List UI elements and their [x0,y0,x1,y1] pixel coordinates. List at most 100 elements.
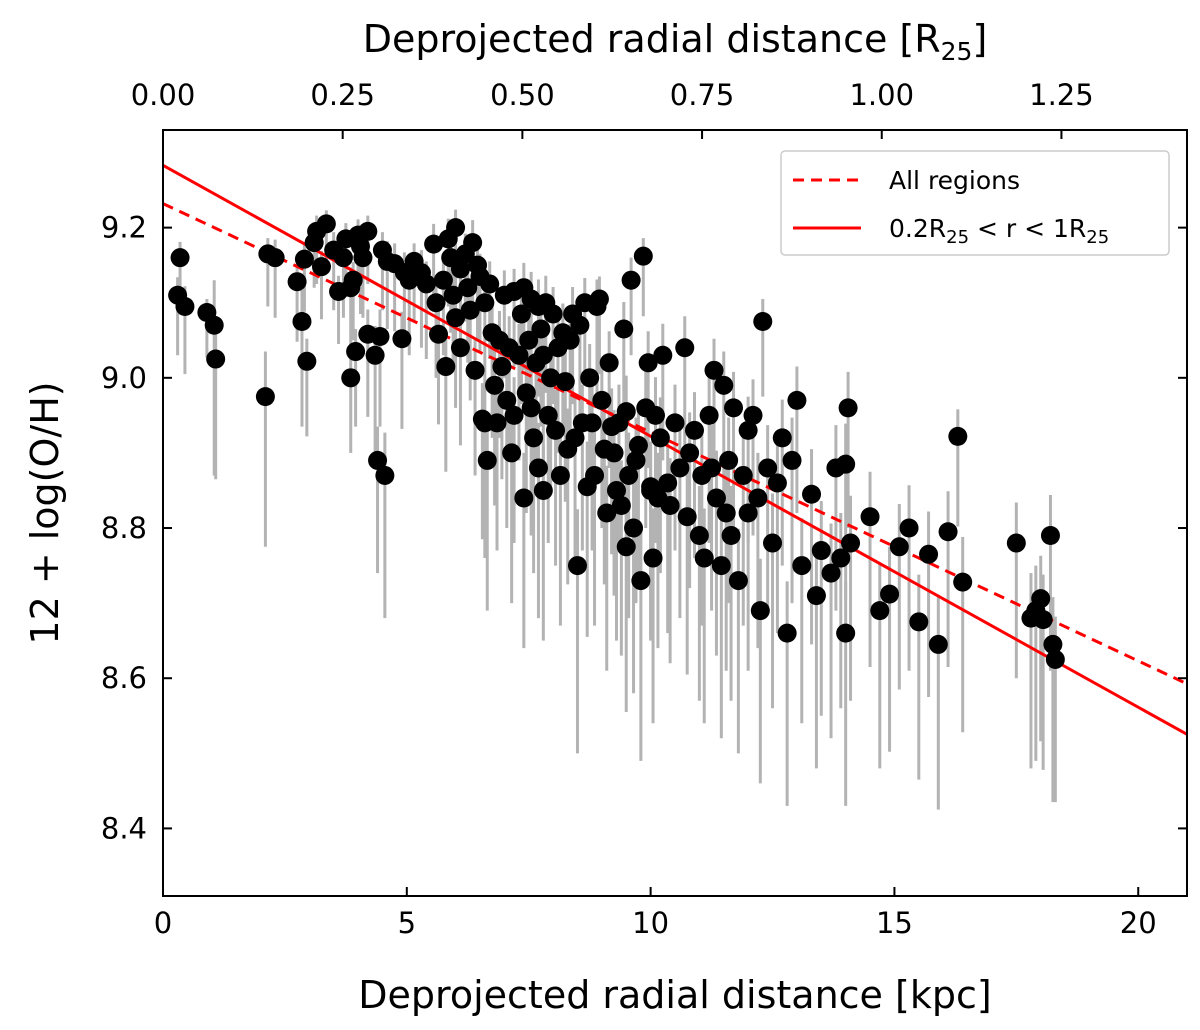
data-point [519,330,539,350]
data-point [860,507,880,527]
data-point [346,342,366,362]
data-point [436,357,456,377]
data-point [1006,533,1026,553]
data-point [585,465,605,485]
data-point [638,353,658,373]
y-tick-label: 8.4 [101,811,147,845]
data-point [546,420,566,440]
data-point [358,221,378,241]
data-point [702,458,722,478]
data-point [633,246,653,266]
data-point [599,353,619,373]
data-point [287,272,307,292]
data-point [704,360,724,380]
x-tick-label: 10 [632,906,669,940]
data-point [487,413,507,433]
data-point [748,488,768,508]
data-point [1040,526,1060,546]
data-point [311,257,331,277]
data-point [753,312,773,331]
data-point [582,413,602,433]
data-point [724,398,744,418]
data-point [565,428,585,448]
legend-range-sub1: 25 [946,227,969,248]
data-point [475,293,495,313]
data-point [541,368,561,388]
data-point [841,533,861,553]
data-point [619,465,639,485]
data-point [621,270,641,290]
data-point [889,537,909,557]
top-tick-label: 1.00 [849,78,914,112]
data-point [836,454,856,474]
data-point [204,315,224,335]
data-point [645,405,665,425]
data-point [509,345,529,365]
top-tick-label: 0.75 [670,78,735,112]
data-point [446,308,466,328]
data-point [821,563,841,583]
legend-range-prefix: 0.2R [889,214,946,243]
data-point [511,304,531,324]
data-point [543,304,563,324]
data-point [787,390,807,410]
data-point [524,428,544,448]
data-point [446,218,466,238]
data-point [743,405,763,425]
top-axis-title-suffix: ] [972,17,987,61]
data-point [711,556,731,576]
data-point [714,375,734,395]
data-point [728,571,748,591]
data-point [660,495,680,515]
data-point [716,503,736,523]
data-point [811,541,831,561]
data-point [370,327,390,347]
data-point [531,319,551,339]
data-point [353,248,373,268]
legend-label-radial-range: 0.2R25 < r < 1R25 [889,214,1109,248]
data-point [502,443,522,463]
data-point [429,324,449,344]
legend-range-sub2: 25 [1086,227,1109,248]
y-axis-title: 12 + log(O/H) [23,381,67,644]
data-point [616,402,636,422]
top-axis-title-sub: 25 [941,37,973,66]
data-point [375,465,395,485]
legend-box [780,150,1170,256]
data-point [465,360,485,380]
data-point [206,349,226,369]
fit-line-radial-range [162,163,1188,736]
data-point [670,458,690,478]
data-point [450,338,470,358]
data-point [738,503,758,523]
x-tick-label: 0 [154,906,172,940]
data-point [953,572,973,592]
data-point [597,503,617,523]
top-axis-title-text: Deprojected radial distance [R [363,17,941,61]
data-point [1033,610,1053,630]
x-tick-label: 5 [398,906,416,940]
data-point [631,571,651,591]
legend-label-all-regions: All regions [889,166,1020,195]
data-point [170,248,190,268]
data-point [909,612,929,632]
data-point [365,345,385,365]
data-point [504,405,524,425]
data-point [460,300,480,320]
data-point [831,548,851,568]
y-tick-label: 8.8 [101,511,147,545]
data-point [265,248,285,268]
x-tick-label: 15 [876,906,913,940]
top-tick-label: 0.25 [310,78,375,112]
data-point [516,383,536,403]
data-point [458,278,478,298]
axis-ticks: 0 5 10 15 20 8.4 8.6 8.8 9.0 9.2 0.00 0.25 0.50 0.75 1… [101,78,1187,940]
data-point [477,450,497,470]
data-point [533,480,553,500]
data-point [528,458,548,478]
data-point [763,533,783,553]
data-point [628,435,648,455]
data-point [919,544,939,564]
data-point [782,450,802,470]
data-point [416,274,436,294]
